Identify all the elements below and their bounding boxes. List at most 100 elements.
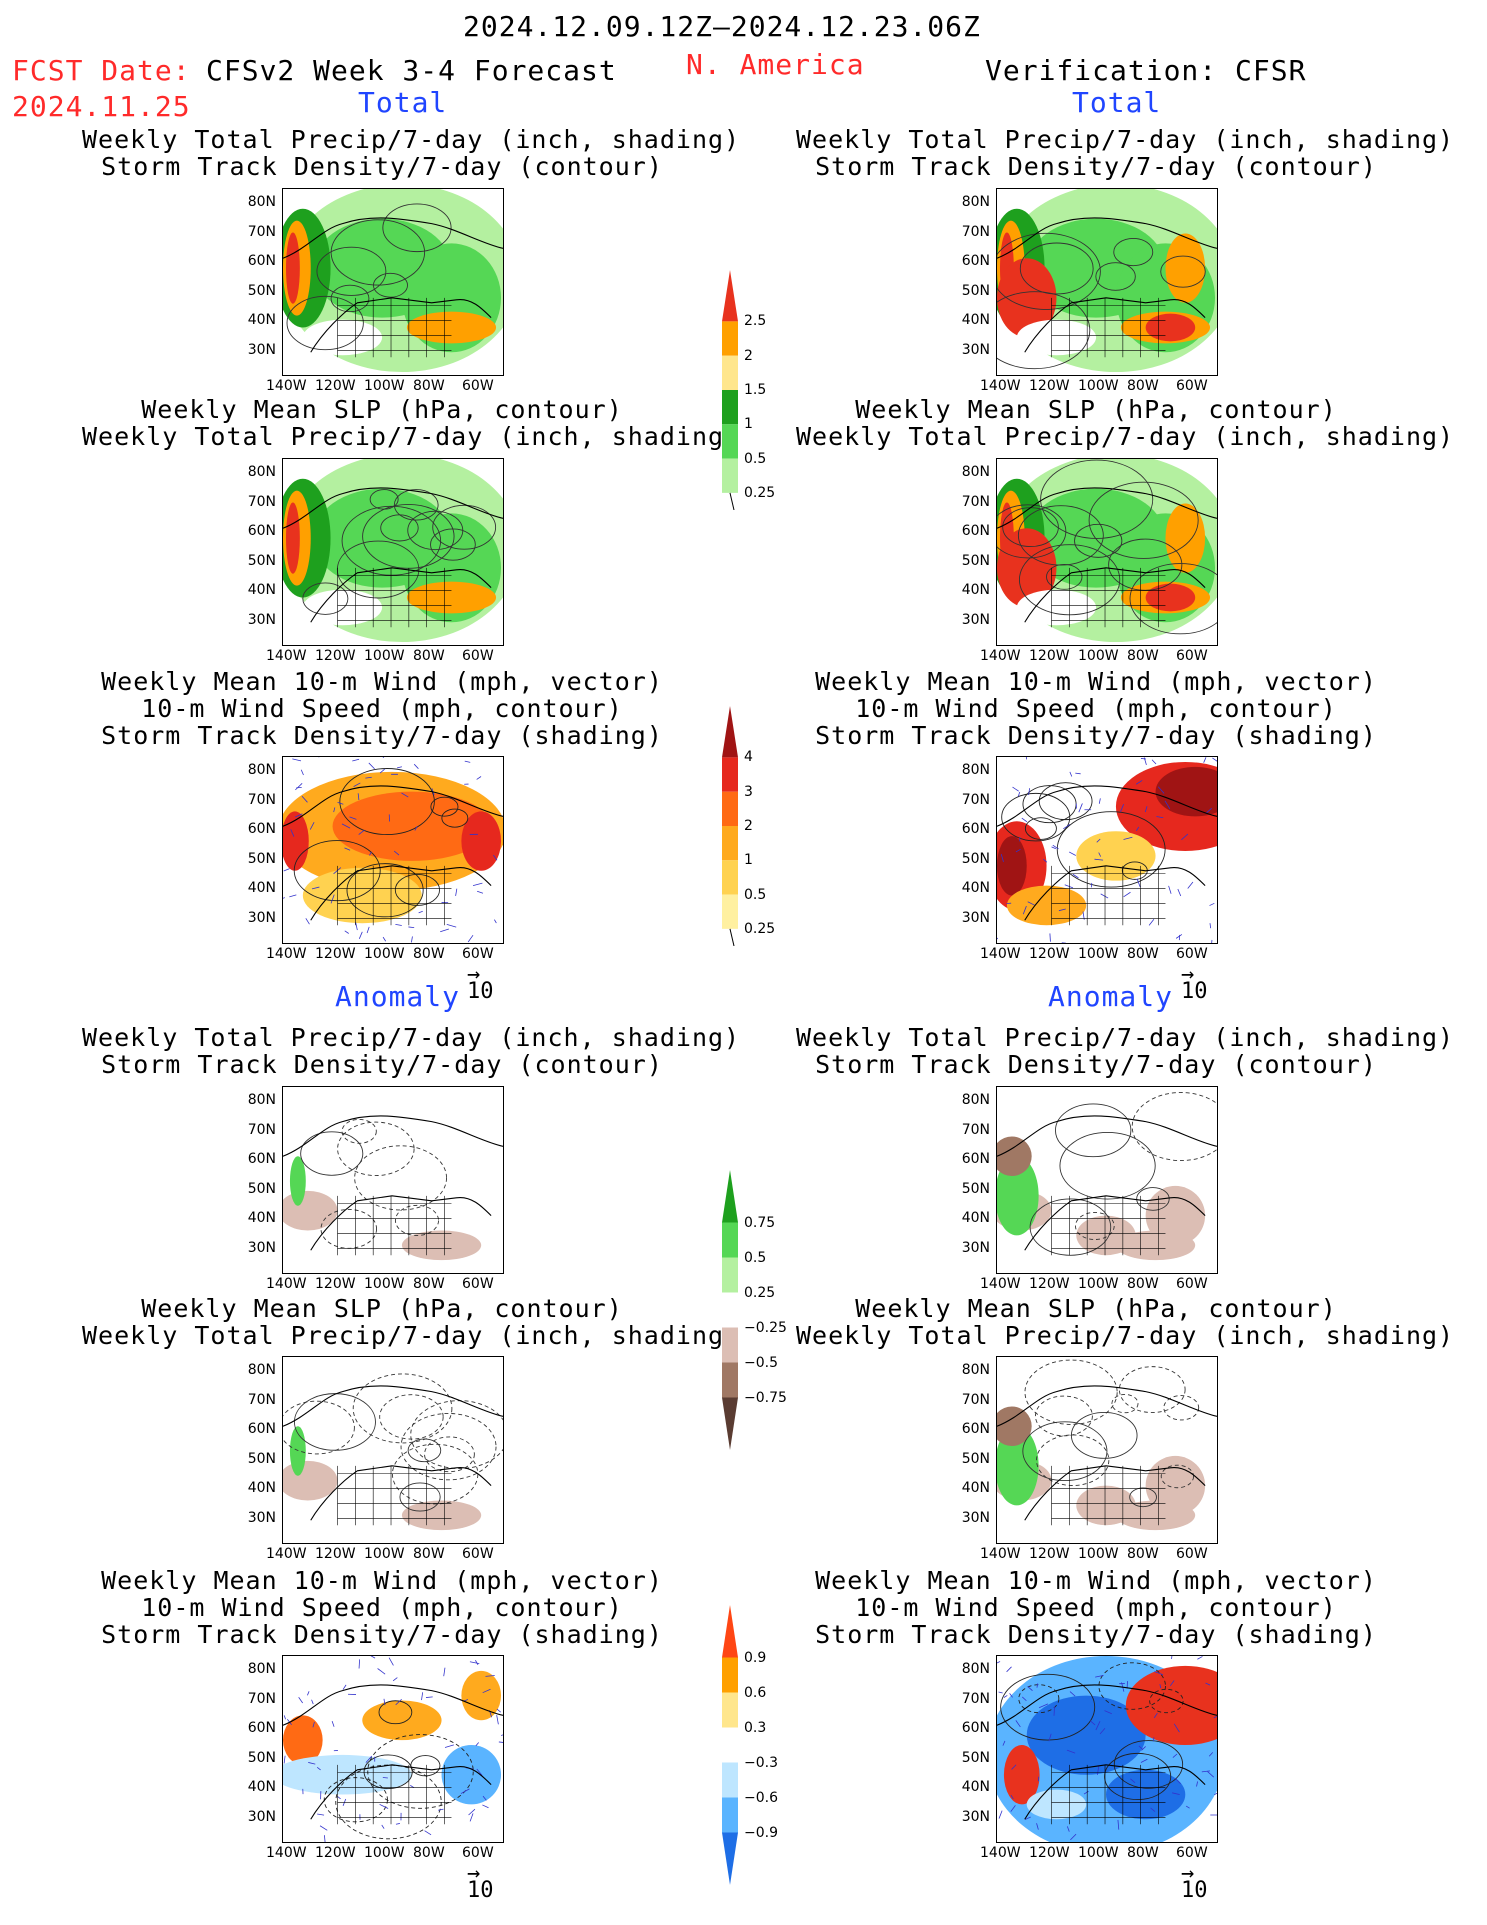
contour-line — [441, 808, 469, 828]
lat-tick-label: 40N — [247, 312, 276, 328]
wind-vector — [493, 854, 498, 861]
lat-tick-label: 60N — [247, 1720, 276, 1736]
contour-line — [339, 768, 435, 836]
colorbar-tick-label: 0.25 — [744, 920, 776, 937]
lat-tick-label: 70N — [247, 1391, 276, 1408]
wind-vector — [475, 1742, 480, 1747]
wind-vector — [292, 758, 302, 762]
map-panel-forecast — [282, 1356, 504, 1544]
panel-title-line: 10-m Wind Speed (mph, contour) — [855, 694, 1337, 723]
panel-title-line: Weekly Mean SLP (hPa, contour) — [141, 395, 623, 424]
wind-vector — [1117, 1819, 1120, 1830]
wind-vector — [1049, 933, 1051, 942]
contour-line — [1149, 1688, 1184, 1714]
contour-line — [1055, 1103, 1132, 1158]
colorbar-swatch — [722, 321, 738, 356]
lat-tick-label: 70N — [247, 1121, 276, 1138]
wind-vector — [395, 924, 402, 926]
shading-area — [302, 589, 383, 626]
wind-vector — [283, 897, 285, 899]
shading-area — [406, 581, 497, 614]
colorbar-swatch — [722, 791, 738, 826]
lon-tick-label: 60W — [1176, 1845, 1208, 1861]
wind-vector — [496, 1708, 501, 1713]
coastline — [997, 1684, 1217, 1820]
lon-tick-label: 120W — [315, 648, 356, 664]
coastline — [997, 487, 1217, 623]
lat-tick-label: 40N — [247, 1779, 276, 1795]
colorbar-swatch — [722, 270, 738, 322]
coastline — [283, 217, 503, 353]
coastline — [283, 785, 503, 921]
lat-tick-label: 80N — [247, 1661, 276, 1677]
wind-vector — [1177, 888, 1182, 897]
section-anomaly-left: Anomaly — [335, 980, 461, 1013]
colorbar-swatch — [722, 1832, 738, 1885]
wind-vector — [1140, 758, 1147, 760]
lat-tick-label: 60N — [247, 523, 276, 539]
wind-vector — [289, 894, 297, 898]
colorbar-swatch — [722, 424, 738, 459]
lon-tick-label: 100W — [1078, 1845, 1119, 1861]
contour-line — [1129, 1487, 1157, 1508]
contour-line — [283, 1400, 355, 1455]
lon-tick-label: 120W — [315, 1276, 356, 1292]
panel-title-line: Weekly Mean 10-m Wind (mph, vector) — [815, 1566, 1377, 1595]
lon-tick-label: 120W — [1029, 946, 1070, 962]
lat-tick-label: 70N — [961, 1690, 990, 1707]
colorbar-swatch — [722, 1692, 738, 1728]
map-drawing — [283, 1087, 503, 1273]
coastline — [997, 1115, 1217, 1251]
lat-tick-label: 40N — [247, 1210, 276, 1226]
lat-tick-label: 50N — [247, 1749, 276, 1766]
wind-vector — [1002, 1740, 1006, 1746]
contour-line — [1022, 1421, 1108, 1482]
wind-vector — [344, 847, 351, 851]
lon-tick-label: 60W — [1176, 378, 1208, 394]
map-panel-forecast — [282, 458, 504, 646]
shading-area — [1125, 1665, 1217, 1746]
lon-tick-label: 80W — [413, 378, 445, 394]
wind-vector — [1017, 791, 1021, 797]
wind-vector — [482, 1804, 489, 1809]
contour-line — [330, 219, 426, 286]
contour-line — [997, 504, 1067, 559]
wind-vector — [469, 1813, 474, 1822]
wind-vector — [365, 776, 372, 779]
colorbar-tick-label: −0.75 — [744, 1389, 787, 1406]
wind-vector — [1066, 1749, 1076, 1754]
colorbar-tick-label: −0.3 — [744, 1754, 778, 1771]
map-panel-forecast — [282, 756, 504, 944]
wind-vector — [1075, 772, 1081, 775]
lon-tick-label: 140W — [980, 946, 1021, 962]
wind-vector — [1043, 858, 1048, 863]
wind-vector — [1098, 852, 1102, 857]
contour-line — [1018, 1684, 1060, 1714]
coastline — [997, 785, 1217, 921]
contour-line — [1059, 1132, 1156, 1200]
lat-tick-label: 40N — [961, 582, 990, 598]
contour-line — [1001, 792, 1071, 842]
wind-vector — [312, 1721, 315, 1728]
lon-tick-label: 60W — [1176, 648, 1208, 664]
wind-vector — [344, 930, 349, 934]
lat-tick-label: 70N — [247, 493, 276, 510]
fcst-date-label: FCST Date: — [12, 54, 191, 87]
contour-line — [1035, 1395, 1093, 1437]
lon-tick-label: 140W — [980, 1546, 1021, 1562]
shading-area — [1003, 1745, 1040, 1805]
lat-tick-label: 50N — [961, 1180, 990, 1197]
lat-tick-label: 30N — [961, 1239, 990, 1256]
colorbar-tick-label: 2 — [744, 347, 753, 364]
wind-vector — [408, 926, 415, 929]
lat-tick-label: 70N — [247, 223, 276, 240]
wind-vector — [298, 1697, 303, 1704]
shading-area — [1145, 583, 1196, 612]
contour-line — [369, 489, 399, 510]
lat-tick-label: 50N — [961, 282, 990, 299]
wind-vector — [383, 1698, 386, 1706]
shading-area — [1076, 831, 1156, 881]
shading-area — [997, 528, 1057, 608]
lon-tick-label: 100W — [1078, 1546, 1119, 1562]
vector-reference-label: 10 — [467, 1878, 494, 1903]
